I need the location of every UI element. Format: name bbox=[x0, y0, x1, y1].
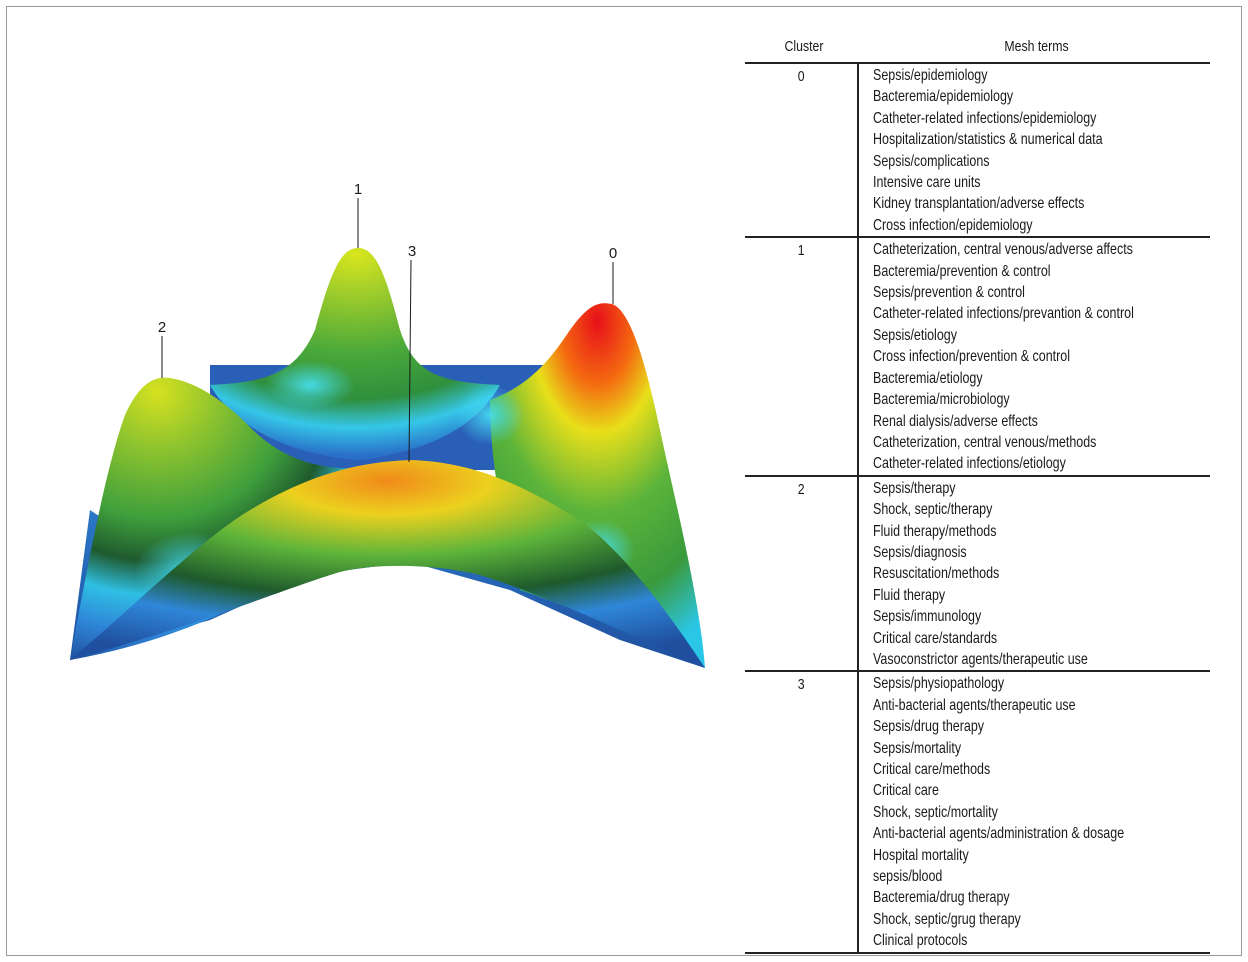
mesh-term: Sepsis/physiopathology bbox=[873, 675, 1005, 693]
peak-3-leader bbox=[408, 259, 412, 463]
table-body: 0 Sepsis/epidemiology Bacteremia/epidemiol… bbox=[745, 64, 1210, 954]
cluster-group-3: 3 Sepsis/physiopathology Anti-bacterial ag… bbox=[745, 672, 1210, 954]
mesh-term: Cross infection/prevention & control bbox=[873, 348, 1071, 366]
mesh-term: Resuscitation/methods bbox=[873, 565, 1000, 583]
mesh-term: Sepsis/immunology bbox=[873, 608, 982, 626]
cluster-id: 1 bbox=[745, 238, 859, 475]
mesh-term-list: Sepsis/physiopathology Anti-bacterial age… bbox=[859, 672, 1210, 951]
peak-label-2: 2 bbox=[158, 319, 166, 336]
mesh-term: Shock, septic/grug therapy bbox=[873, 910, 1021, 928]
mesh-term: Anti-bacterial agents/administration & d… bbox=[873, 825, 1125, 843]
mesh-term: Sepsis/etiology bbox=[873, 326, 957, 344]
mesh-term: Sepsis/therapy bbox=[873, 479, 956, 497]
table-header: Cluster Mesh terms bbox=[745, 36, 1210, 64]
cluster-group-2: 2 Sepsis/therapy Shock, septic/therapy Flui… bbox=[745, 476, 1210, 673]
mesh-term-list: Catheterization, central venous/adverse … bbox=[859, 238, 1210, 474]
mesh-term: Hospitalization/statistics & numerical d… bbox=[873, 131, 1103, 149]
cluster-id: 0 bbox=[745, 64, 859, 237]
mesh-term: Bacteremia/microbiology bbox=[873, 391, 1010, 409]
mesh-term: Critical care bbox=[873, 782, 939, 800]
cluster-terms-table: Cluster Mesh terms 0 Sepsis/epidemiology B… bbox=[745, 36, 1210, 954]
mesh-term: Kidney transplantation/adverse effects bbox=[873, 195, 1085, 213]
mesh-term-list: Sepsis/epidemiology Bacteremia/epidemiolo… bbox=[859, 64, 1210, 236]
mesh-term: Sepsis/prevention & control bbox=[873, 284, 1025, 302]
mesh-term: Catheterization, central venous/methods bbox=[873, 433, 1097, 451]
header-mesh-terms: Mesh terms bbox=[1004, 38, 1069, 55]
mesh-term: Renal dialysis/adverse effects bbox=[873, 412, 1038, 430]
cluster-id-label: 1 bbox=[797, 242, 805, 260]
cluster-id-label: 2 bbox=[797, 480, 805, 498]
mesh-term: Sepsis/epidemiology bbox=[873, 67, 988, 84]
cluster-group-1: 1 Catheterization, central venous/adverse… bbox=[745, 238, 1210, 477]
mesh-term: sepsis/blood bbox=[873, 868, 943, 886]
cluster-id: 3 bbox=[745, 672, 859, 952]
mesh-term: Catheter-related infections/prevantion &… bbox=[873, 305, 1134, 323]
mesh-term-list: Sepsis/therapy Shock, septic/therapy Fluid… bbox=[859, 477, 1210, 671]
mesh-term: Sepsis/diagnosis bbox=[873, 543, 967, 561]
mesh-term: Shock, septic/mortality bbox=[873, 803, 998, 821]
peak-label-1: 1 bbox=[354, 181, 362, 198]
mesh-term: Catheter-related infections/etiology bbox=[873, 455, 1066, 473]
mesh-term: Vasoconstrictor agents/therapeutic use bbox=[873, 650, 1088, 668]
figure-frame bbox=[6, 6, 1242, 956]
mesh-term: Clinical protocols bbox=[873, 932, 968, 950]
mesh-term: Bacteremia/epidemiology bbox=[873, 88, 1014, 106]
cluster-id-label: 3 bbox=[797, 676, 805, 694]
cluster-landscape-surface: 1 0 2 3 bbox=[70, 181, 705, 668]
mesh-term: Catheter-related infections/epidemiology bbox=[873, 109, 1097, 127]
mesh-term: Sepsis/mortality bbox=[873, 739, 962, 757]
mesh-term: Hospital mortality bbox=[873, 846, 969, 864]
cluster-group-0: 0 Sepsis/epidemiology Bacteremia/epidemiol… bbox=[745, 64, 1210, 239]
mesh-term: Intensive care units bbox=[873, 174, 981, 192]
peak-label-3: 3 bbox=[408, 243, 416, 260]
mesh-term: Critical care/methods bbox=[873, 761, 991, 778]
mesh-term: Catheterization, central venous/adverse … bbox=[873, 241, 1133, 259]
mesh-term: Sepsis/complications bbox=[873, 152, 990, 170]
mesh-term: Bacteremia/etiology bbox=[873, 369, 983, 387]
mesh-term: Fluid therapy/methods bbox=[873, 522, 997, 540]
cluster-id: 2 bbox=[745, 476, 859, 671]
mesh-term: Shock, septic/therapy bbox=[873, 501, 993, 519]
mesh-term: Anti-bacterial agents/therapeutic use bbox=[873, 696, 1076, 714]
mesh-term: Critical care/standards bbox=[873, 629, 998, 647]
mesh-term: Bacteremia/prevention & control bbox=[873, 262, 1051, 280]
mesh-term: Sepsis/drug therapy bbox=[873, 718, 985, 736]
peak-label-0: 0 bbox=[609, 245, 617, 262]
header-cluster: Cluster bbox=[784, 38, 824, 55]
mesh-term: Cross infection/epidemiology bbox=[873, 216, 1033, 234]
cluster-id-label: 0 bbox=[797, 68, 805, 85]
mesh-term: Bacteremia/drug therapy bbox=[873, 889, 1010, 907]
mesh-term: Fluid therapy bbox=[873, 586, 946, 604]
